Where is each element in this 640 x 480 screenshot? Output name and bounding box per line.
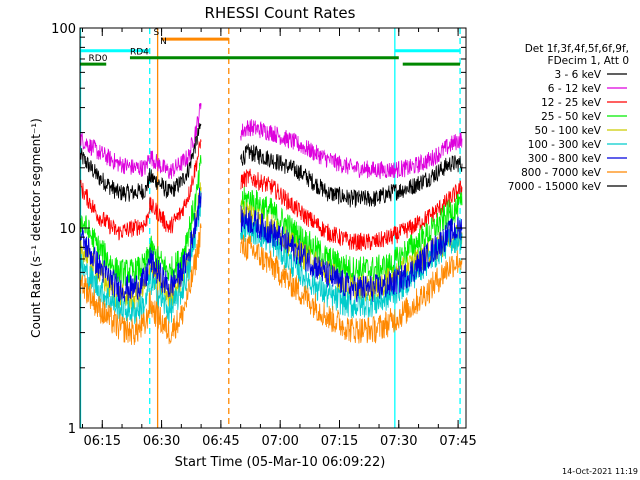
legend: Det 1f,3f,4f,5f,6f,9f,FDecim 1, Att 0 3 -… <box>508 43 629 193</box>
status-bar-label: RD4 <box>130 48 149 58</box>
y-tick-label: 10 <box>59 222 76 237</box>
flag-label: S <box>153 28 159 38</box>
legend-entry: 3 - 6 keV <box>554 69 601 81</box>
x-tick-label: 06:30 <box>143 434 180 449</box>
legend-entry: 800 - 7000 keV <box>521 167 602 179</box>
legend-entry: 12 - 25 keV <box>541 97 602 109</box>
axes <box>80 27 466 429</box>
y-tick-label: 1 <box>68 422 76 437</box>
legend-entry: 6 - 12 keV <box>548 83 602 95</box>
legend-entry: 50 - 100 keV <box>534 125 601 137</box>
series-line <box>80 139 463 252</box>
y-axis-label: Count Rate (s⁻¹ detector segment⁻¹) <box>29 118 43 338</box>
legend-header: Det 1f,3f,4f,5f,6f,9f, <box>525 43 629 55</box>
legend-entry: 100 - 300 keV <box>528 139 602 151</box>
x-tick-label: 07:00 <box>261 434 298 449</box>
status-bar-label: RD0 <box>89 54 108 64</box>
legend-entry: 25 - 50 keV <box>541 111 602 123</box>
series-line <box>80 102 463 179</box>
chart-title: RHESSI Count Rates <box>205 4 356 22</box>
legend-entry: 7000 - 15000 keV <box>508 181 602 193</box>
x-tick-label: 06:45 <box>202 434 239 449</box>
footer-timestamp: 14-Oct-2021 11:19 <box>562 467 638 476</box>
x-axis-label: Start Time (05-Mar-10 06:09:22) <box>175 455 386 470</box>
x-tick-label: 06:15 <box>84 434 121 449</box>
x-tick-label: 07:15 <box>321 434 358 449</box>
y-tick-label: 100 <box>51 22 76 37</box>
series-line <box>80 122 463 208</box>
flag-label: N <box>160 37 167 47</box>
legend-entry: 300 - 800 keV <box>528 153 602 165</box>
plot-area <box>80 28 463 428</box>
x-tick-label: 07:45 <box>439 434 476 449</box>
x-tick-label: 07:30 <box>380 434 417 449</box>
series-line <box>80 187 463 303</box>
legend-header: FDecim 1, Att 0 <box>548 55 629 67</box>
series-line <box>80 223 463 346</box>
